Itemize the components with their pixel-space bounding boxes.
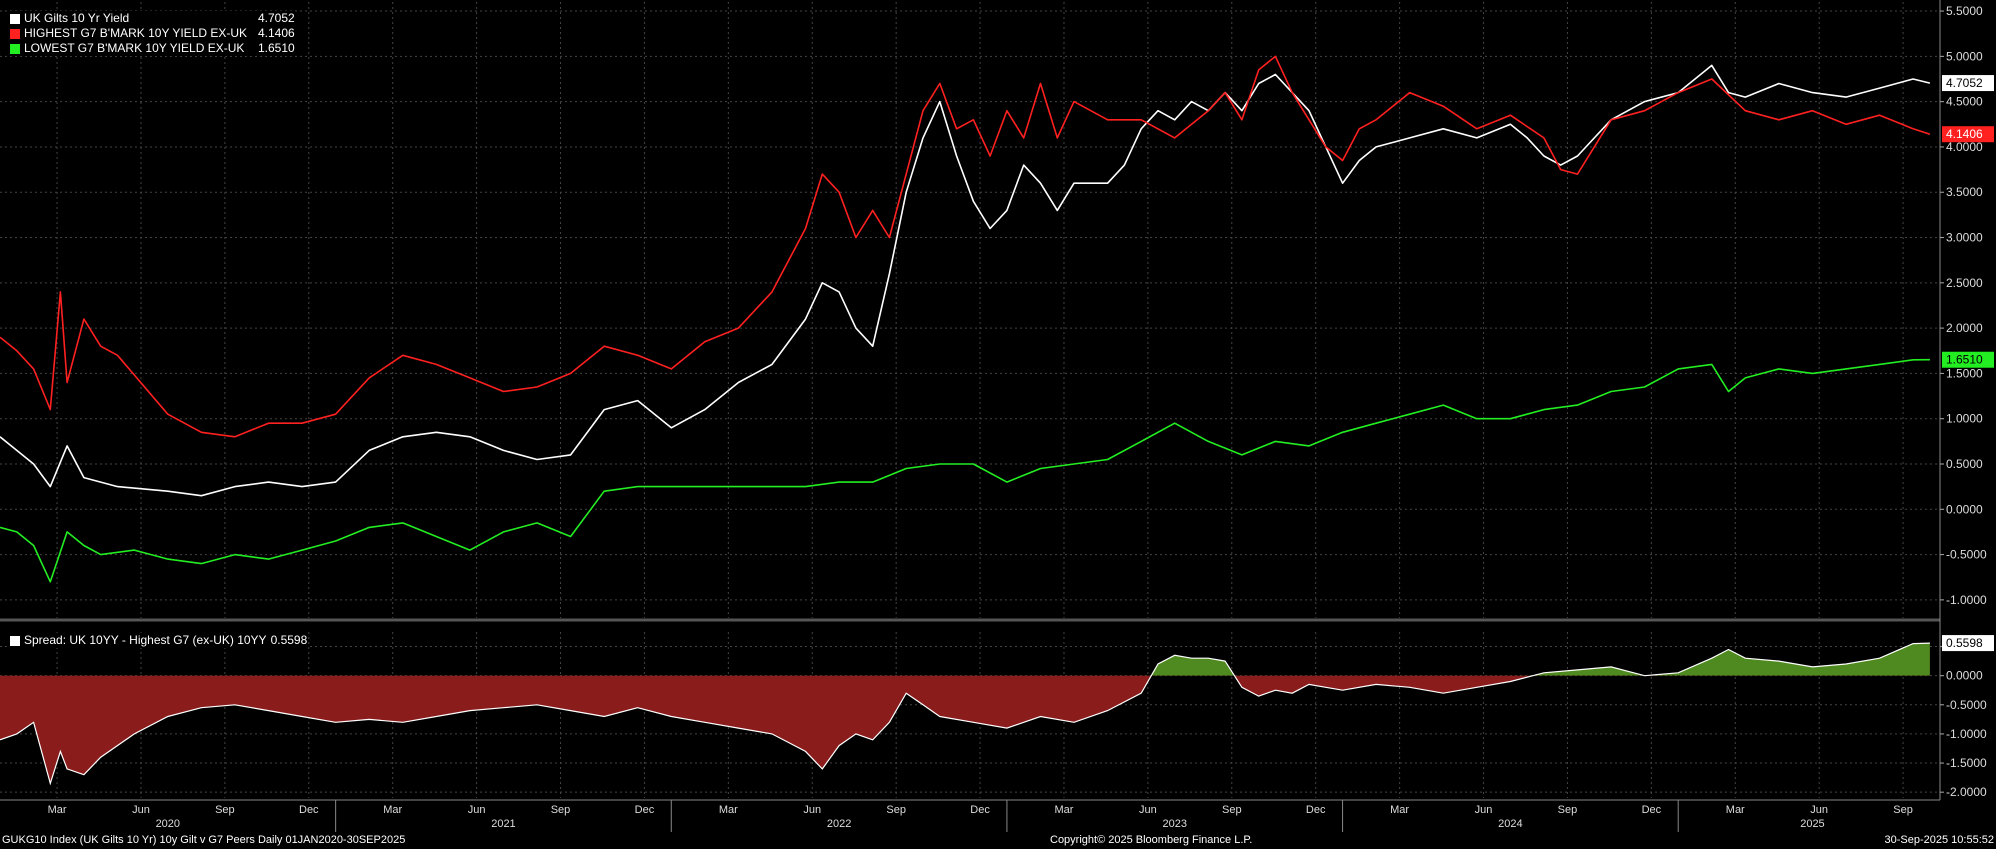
y-tick-label: 5.0000 [1946, 49, 1983, 63]
x-month-label: Jun [132, 804, 150, 816]
x-year-label: 2025 [1800, 818, 1824, 830]
last-value-tag [1942, 126, 1994, 143]
series-line-0 [0, 64, 1931, 497]
x-month-label: Mar [1055, 804, 1074, 816]
legend-swatch-lowest [10, 43, 20, 54]
spread-area-negative [0, 675, 1930, 784]
footer-timestamp: 30-Sep-2025 10:55:52 [1884, 834, 1994, 846]
y-tick-label: 0.0000 [1946, 502, 1983, 516]
x-month-label: Dec [299, 804, 319, 816]
last-value-tag [1942, 351, 1994, 368]
x-month-label: Dec [1306, 804, 1326, 816]
y-tick-label: -0.5000 [1946, 698, 1987, 712]
y-tick-label: 3.5000 [1946, 185, 1983, 199]
x-month-label: Dec [635, 804, 655, 816]
y-tick-label: -2.0000 [1946, 785, 1987, 799]
footer: GUKG10 Index (UK Gilts 10 Yr) 10y Gilt v… [0, 833, 1996, 849]
y-tick-label: 0.5000 [1946, 457, 1983, 471]
y-tick-label: 1.0000 [1946, 412, 1983, 426]
legend-item: UK Gilts 10 Yr Yield 4.7052 [10, 11, 295, 26]
legend-swatch-spread [10, 635, 20, 646]
legend-bottom: Spread: UK 10YY - Highest G7 (ex-UK) 10Y… [10, 633, 308, 648]
legend-label: LOWEST G7 B'MARK 10Y YIELD EX-UK [24, 41, 245, 55]
y-tick-label: 4.5000 [1946, 95, 1983, 109]
x-month-label: Dec [970, 804, 990, 816]
y-tick-label: 0.0000 [1946, 669, 1983, 683]
legend-item: HIGHEST G7 B'MARK 10Y YIELD EX-UK 4.1406 [10, 26, 295, 41]
footer-copyright: Copyright© 2025 Bloomberg Finance L.P. [1050, 834, 1253, 846]
x-month-label: Sep [215, 804, 235, 816]
legend-label: Spread: UK 10YY - Highest G7 (ex-UK) 10Y… [24, 633, 267, 647]
y-tick-label: -1.0000 [1946, 727, 1987, 741]
y-tick-label: 3.0000 [1946, 231, 1983, 245]
spread-area-positive [0, 643, 1930, 676]
spread-line [0, 642, 1930, 786]
y-tick-label: -1.5000 [1946, 756, 1987, 770]
x-month-label: Jun [468, 804, 486, 816]
x-month-label: Dec [1642, 804, 1662, 816]
y-tick-label: -1.0000 [1946, 593, 1987, 607]
legend-value: 0.5598 [270, 633, 308, 647]
y-tick-label: -0.5000 [1946, 548, 1987, 562]
last-value-tag [1942, 75, 1994, 92]
legend-label: HIGHEST G7 B'MARK 10Y YIELD EX-UK [24, 26, 248, 40]
footer-source: GUKG10 Index (UK Gilts 10 Yr) 10y Gilt v… [2, 834, 406, 846]
y-tick-label: 1.5000 [1946, 366, 1983, 380]
last-value-label: 1.6510 [1946, 353, 1983, 367]
legend-label: UK Gilts 10 Yr Yield [24, 11, 130, 25]
legend-value: 1.6510 [258, 41, 295, 55]
y-tick-label: 2.5000 [1946, 276, 1983, 290]
legend-value: 4.1406 [258, 26, 295, 40]
y-tick-label: 4.0000 [1946, 140, 1983, 154]
legend-value: 4.7052 [258, 11, 295, 25]
x-month-label: Mar [1390, 804, 1409, 816]
x-month-label: Mar [719, 804, 738, 816]
x-year-label: 2020 [156, 818, 180, 830]
last-value-label: 0.5598 [1946, 636, 1983, 650]
x-year-label: 2022 [827, 818, 851, 830]
x-month-label: Jun [803, 804, 821, 816]
last-value-tag [1942, 635, 1994, 652]
legend-swatch-uk [10, 13, 20, 24]
x-year-label: 2024 [1498, 818, 1522, 830]
x-month-label: Mar [48, 804, 67, 816]
x-month-label: Mar [383, 804, 402, 816]
x-month-label: Mar [1726, 804, 1745, 816]
x-month-label: Jun [1475, 804, 1493, 816]
legend-item: Spread: UK 10YY - Highest G7 (ex-UK) 10Y… [10, 633, 307, 648]
x-month-label: Sep [886, 804, 906, 816]
x-month-label: Jun [1810, 804, 1828, 816]
legend-swatch-highest [10, 28, 20, 39]
x-month-label: Sep [1222, 804, 1242, 816]
x-month-label: Jun [1139, 804, 1157, 816]
legend-item: LOWEST G7 B'MARK 10Y YIELD EX-UK 1.6510 [10, 41, 295, 56]
x-month-label: Sep [1558, 804, 1578, 816]
legend-top: UK Gilts 10 Yr Yield 4.7052 HIGHEST G7 B'… [10, 11, 295, 56]
x-year-label: 2021 [491, 818, 515, 830]
y-tick-label: 2.0000 [1946, 321, 1983, 335]
x-year-label: 2023 [1162, 818, 1186, 830]
x-month-label: Sep [1893, 804, 1913, 816]
series-line-1 [0, 55, 1931, 438]
y-tick-label: 5.5000 [1946, 4, 1983, 18]
last-value-label: 4.7052 [1946, 76, 1983, 90]
series-line-2 [0, 358, 1930, 583]
x-month-label: Sep [551, 804, 571, 816]
last-value-label: 4.1406 [1946, 127, 1983, 141]
